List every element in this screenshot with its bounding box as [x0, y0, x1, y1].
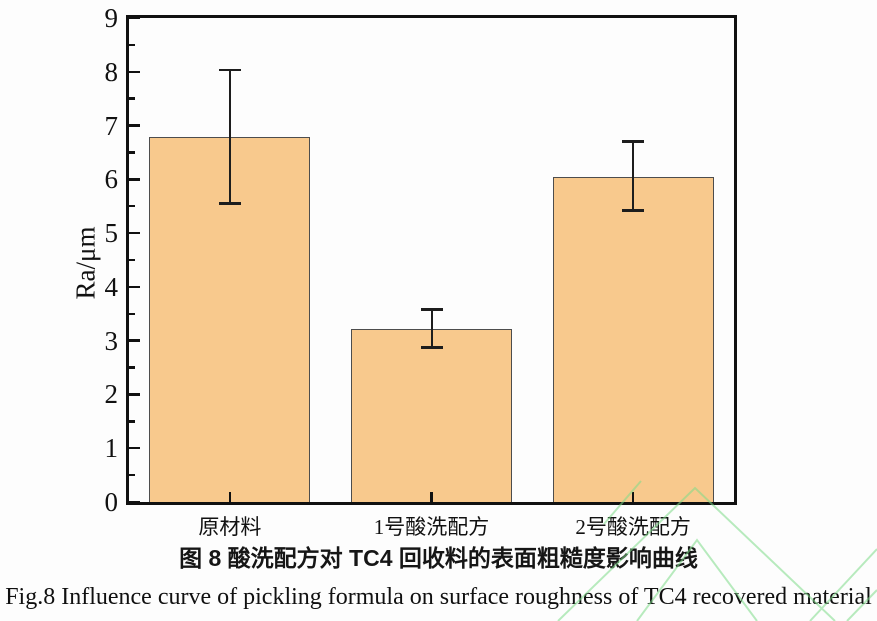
error-bar-cap [622, 209, 645, 212]
y-tick-label: 6 [104, 164, 119, 195]
bar-2号酸洗配方 [552, 176, 714, 502]
y-tick-label: 3 [104, 325, 119, 356]
y-tick-labels: 0 1 2 3 4 5 6 7 8 9 [30, 0, 119, 621]
caption-chinese: 图 8 酸洗配方对 TC4 回收料的表面粗糙度影响曲线 [179, 545, 698, 571]
error-bar-cap [218, 68, 241, 72]
error-bar [430, 309, 433, 348]
y-tick-label: 5 [104, 218, 119, 249]
y-axis-minor-tick [129, 258, 135, 262]
bar-1号酸洗配方 [350, 328, 513, 502]
x-axis-tick [430, 492, 433, 502]
y-tick-label: 7 [104, 110, 119, 141]
plot-area [126, 15, 737, 505]
y-axis-minor-tick [129, 204, 135, 208]
y-tick-label: 8 [104, 56, 119, 87]
y-tick-label: 4 [104, 271, 119, 302]
error-bar-cap [622, 140, 645, 143]
y-axis-major-tick [129, 393, 140, 396]
y-tick-label: 9 [104, 3, 119, 33]
error-bar-cap [218, 202, 241, 205]
y-tick-label: 0 [104, 487, 119, 517]
y-axis-minor-tick [129, 366, 135, 369]
y-axis-minor-tick [129, 473, 135, 477]
y-axis-minor-tick [129, 151, 135, 154]
y-axis-major-tick [129, 339, 140, 342]
y-axis-major-tick [129, 446, 140, 450]
y-axis-minor-tick [129, 420, 135, 423]
y-axis-major-tick [129, 124, 140, 127]
error-bar-cap [420, 308, 443, 311]
x-axis-tick [228, 492, 232, 502]
y-axis-minor-tick [129, 97, 135, 100]
y-axis-major-tick [129, 178, 140, 181]
y-axis-major-tick [129, 70, 140, 74]
y-axis-major-tick [129, 231, 140, 235]
y-axis-minor-tick [129, 43, 135, 47]
x-axis-tick [631, 492, 635, 502]
y-axis-major-tick [129, 285, 140, 289]
caption-english: Fig.8 Influence curve of pickling formul… [5, 584, 872, 610]
error-bar-cap [420, 346, 443, 349]
y-axis-major-tick [129, 16, 140, 20]
y-tick-label: 2 [104, 379, 119, 410]
x-tick-label: 2号酸洗配方 [575, 515, 691, 539]
x-tick-label: 原材料 [198, 515, 262, 539]
y-axis-major-tick [129, 500, 140, 504]
y-tick-label: 1 [104, 433, 119, 464]
y-axis-minor-tick [129, 312, 135, 316]
error-bar [228, 70, 231, 204]
x-tick-label: 1号酸洗配方 [373, 515, 490, 539]
error-bar [632, 141, 635, 211]
